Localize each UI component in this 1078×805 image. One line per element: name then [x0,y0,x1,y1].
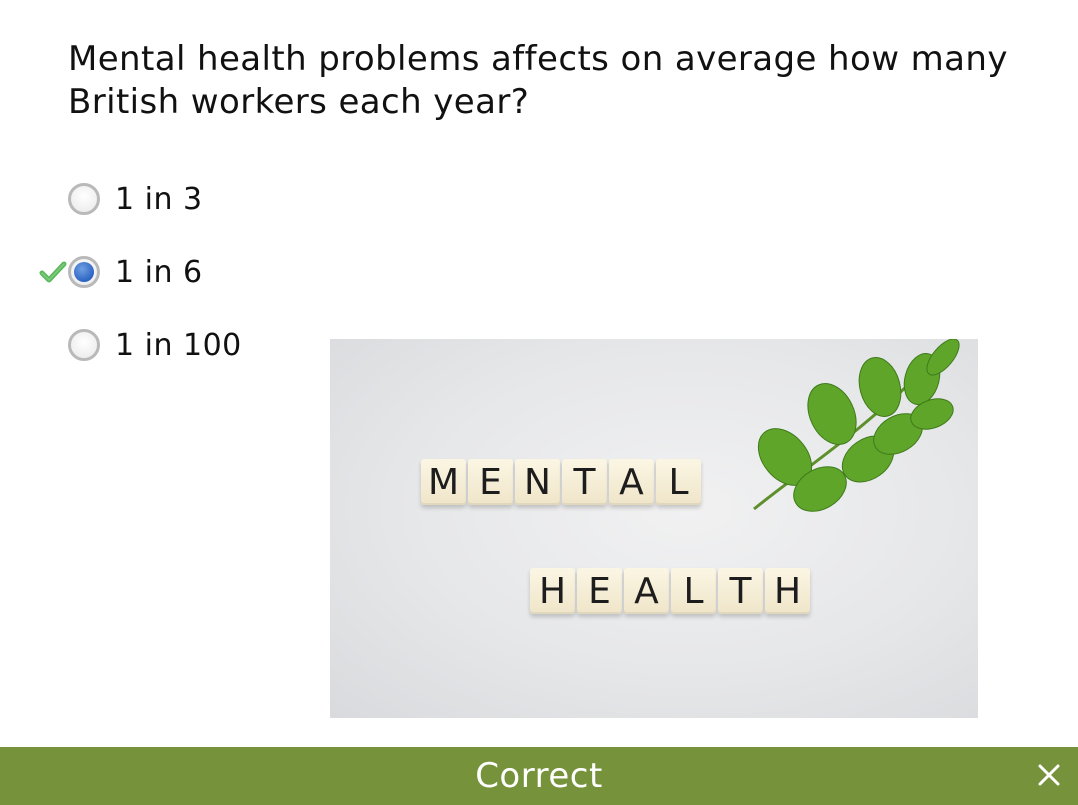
letter-tile: H [530,568,575,614]
radio-button[interactable] [68,256,100,288]
letter-tile: A [624,568,669,614]
letter-tile: H [765,568,810,614]
letter-tile: L [671,568,716,614]
option-label: 1 in 100 [115,327,242,363]
letter-tile: A [609,459,654,505]
letter-tile: E [577,568,622,614]
question-text: Mental health problems affects on averag… [68,39,1008,122]
mental-health-image: M E N T A L H E A L T H [330,339,978,718]
feedback-bar: Correct [0,747,1078,805]
correct-check-icon [38,257,68,287]
tiles-health: H E A L T H [530,568,810,614]
option-1-in-100[interactable]: 1 in 100 [38,322,242,368]
option-1-in-6[interactable]: 1 in 6 [38,249,242,295]
close-icon[interactable] [1036,762,1062,788]
tiles-mental: M E N T A L [421,459,701,505]
option-1-in-3[interactable]: 1 in 3 [38,176,242,222]
letter-tile: E [468,459,513,505]
radio-button[interactable] [68,329,100,361]
letter-tile: N [515,459,560,505]
feedback-text: Correct [475,756,603,796]
correct-mark-slot [38,184,68,214]
answer-options: 1 in 3 1 in 6 1 in 100 [38,176,242,395]
option-label: 1 in 6 [115,254,203,290]
letter-tile: T [562,459,607,505]
option-label: 1 in 3 [115,181,203,217]
letter-tile: L [656,459,701,505]
letter-tile: M [421,459,466,505]
letter-tile: T [718,568,763,614]
leaf-sprig-icon [753,339,960,512]
radio-dot [74,262,94,282]
correct-mark-slot [38,330,68,360]
radio-button[interactable] [68,183,100,215]
